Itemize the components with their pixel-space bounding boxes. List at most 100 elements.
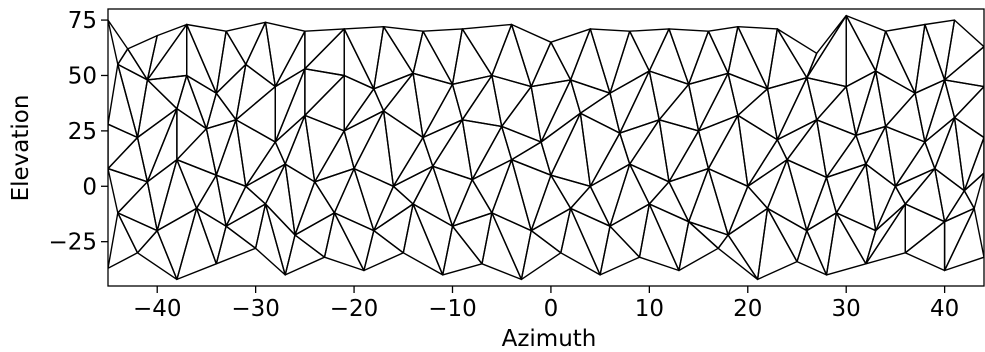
mesh-triangle: [943, 19, 984, 81]
mesh-triangle: [550, 112, 591, 188]
mesh-triangle: [501, 125, 542, 161]
mesh-triangle: [314, 130, 355, 183]
mesh-triangle: [510, 158, 552, 232]
mesh-triangle: [491, 158, 532, 232]
x-tick-label: −20: [330, 296, 379, 322]
mesh-triangle: [796, 229, 828, 276]
mesh-triangle: [914, 79, 946, 143]
mesh-triangle: [412, 203, 454, 276]
mesh-triangle: [894, 141, 936, 188]
mesh-triangle: [658, 119, 700, 183]
mesh-triangle: [648, 203, 690, 272]
mesh-triangle: [235, 85, 276, 143]
mesh-triangle: [215, 174, 247, 227]
mesh-triangle: [195, 207, 227, 265]
mesh-triangle: [451, 212, 493, 265]
mesh-triangle: [304, 28, 345, 77]
mesh-triangle: [904, 203, 946, 254]
mesh-triangle: [609, 70, 650, 134]
mesh-triangle: [619, 119, 660, 165]
mesh-triangle: [629, 28, 670, 72]
mesh-triangle: [668, 167, 710, 223]
mesh-triangle: [589, 28, 631, 94]
mesh-triangle: [825, 163, 867, 214]
mesh-triangle: [884, 125, 926, 188]
mesh-triangle: [707, 114, 749, 188]
mesh-triangle: [737, 114, 778, 188]
mesh-triangle: [855, 125, 887, 165]
mesh-triangle: [904, 167, 946, 223]
y-axis-label: Elevation: [8, 95, 34, 202]
mesh-triangle: [373, 203, 414, 254]
mesh-triangle: [274, 68, 306, 143]
mesh-triangle: [245, 141, 286, 188]
mesh-triangle: [609, 203, 650, 258]
mesh-triangle: [205, 92, 237, 130]
mesh-triangle: [835, 212, 877, 265]
mesh-triangle: [924, 79, 956, 143]
mesh-triangle: [412, 30, 454, 86]
mesh-triangle: [314, 167, 355, 214]
y-tick-label: 50: [68, 63, 97, 89]
mesh-triangle: [461, 74, 503, 128]
mesh-triangle: [185, 23, 227, 94]
mesh-triangle: [117, 212, 158, 254]
x-axis-ticks: −40 −30 −20 −10 0 10 20 30 40: [133, 286, 959, 322]
mesh-triangle: [294, 181, 336, 236]
mesh-triangle: [766, 207, 808, 263]
mesh-triangle: [432, 165, 473, 227]
mesh-triangle: [569, 28, 611, 94]
mesh-triangle: [569, 207, 611, 276]
mesh-triangle: [284, 234, 326, 276]
mesh-triangle: [274, 114, 306, 165]
mesh-triangle: [943, 207, 984, 272]
mesh-triangle: [648, 70, 690, 121]
mesh-triangle: [875, 30, 916, 94]
mesh-triangle: [225, 21, 267, 66]
mesh-triangle: [530, 174, 572, 232]
mesh-triangle: [264, 21, 306, 88]
mesh-triangle: [108, 212, 139, 269]
mesh-triangle: [619, 70, 660, 134]
mesh-triangle: [245, 163, 286, 205]
mesh-triangle: [658, 83, 700, 132]
y-tick-label: 0: [82, 174, 97, 200]
mesh-triangle: [343, 110, 385, 170]
mesh-triangle: [442, 225, 483, 276]
mesh-triangle: [865, 203, 906, 265]
mesh-triangle: [697, 114, 739, 170]
mesh-triangle: [943, 79, 984, 119]
mesh-triangle: [235, 119, 276, 188]
mesh-triangle: [284, 163, 316, 236]
mesh-triangle: [737, 88, 778, 141]
mesh-triangle: [422, 28, 463, 86]
mesh-triangle: [412, 72, 454, 139]
mesh-triangle: [766, 76, 808, 141]
mesh-triangle: [205, 119, 237, 176]
mesh-triangle: [530, 41, 572, 88]
mesh-triangle: [254, 203, 286, 276]
mesh-triangle: [343, 74, 375, 132]
mesh-triangle: [688, 30, 729, 86]
y-axis-ticks: −25 0 25 50 75: [48, 8, 108, 256]
mesh-triangle: [510, 141, 552, 176]
mesh-triangle: [845, 70, 877, 137]
x-tick-label: 30: [832, 296, 861, 322]
mesh-triangle: [904, 220, 946, 272]
mesh-triangle: [373, 26, 414, 90]
mesh-triangle: [825, 212, 867, 276]
mesh-triangle: [225, 203, 267, 250]
mesh-triangle: [845, 14, 887, 72]
y-tick-label: −25: [48, 230, 97, 256]
mesh-triangle: [343, 26, 385, 90]
mesh-triangle: [146, 74, 188, 110]
mesh-triangle: [629, 163, 670, 205]
mesh-triangle: [215, 225, 257, 265]
mesh-triangle: [117, 181, 158, 232]
x-tick-label: 20: [733, 296, 762, 322]
mesh-triangle: [461, 23, 513, 77]
mesh-triangle: [451, 74, 493, 121]
x-tick-label: −10: [428, 296, 477, 322]
mesh-triangle: [835, 163, 877, 232]
mesh-triangle: [117, 63, 149, 139]
